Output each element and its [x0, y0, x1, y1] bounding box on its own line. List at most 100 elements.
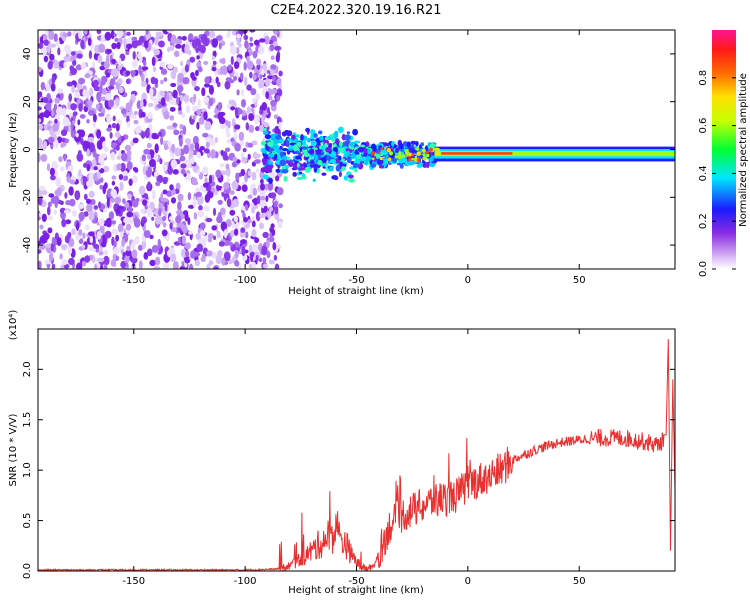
spectrogram-cell — [275, 175, 280, 182]
spectrogram-cell — [265, 195, 269, 202]
spectrogram-cell — [225, 219, 232, 228]
spectrogram-cell — [41, 213, 47, 222]
spectrogram-cell — [270, 223, 275, 229]
spectrogram-cell — [196, 169, 201, 175]
spectrogram-cell — [240, 239, 247, 245]
spectrogram-cell — [106, 127, 112, 132]
spectrogram-cell — [205, 141, 210, 148]
spectrogram-cell — [352, 162, 358, 169]
spectrogram-cell — [76, 262, 83, 269]
spectrogram-cell — [262, 257, 267, 264]
spectrogram-cell — [270, 99, 277, 107]
spectrogram-cell — [217, 111, 224, 121]
spectrogram-cell — [359, 156, 366, 162]
spectrogram-cell — [70, 128, 77, 139]
spectrogram-cell — [109, 197, 116, 203]
spectrogram-cell — [196, 55, 200, 60]
spectrogram-cell — [89, 142, 95, 153]
spectrogram-cell — [253, 114, 260, 124]
spectrogram-cell — [255, 168, 260, 173]
spectrogram-cell — [184, 44, 190, 55]
spectrogram-cell — [184, 138, 191, 145]
spectrogram-cell — [149, 87, 154, 97]
spectrogram-cell — [59, 166, 65, 172]
spectrogram-cell — [263, 205, 268, 213]
spectrogram-cell — [415, 141, 419, 147]
spectrogram-cell — [352, 153, 356, 159]
spectrogram-cell — [115, 97, 120, 106]
spectrogram-cell — [141, 73, 145, 82]
spectrogram-cell — [179, 123, 184, 130]
spectrogram-cell — [249, 71, 253, 79]
spectrogram-cell — [216, 230, 221, 239]
spectrogram-cell — [51, 75, 56, 84]
spectrogram-cell — [107, 99, 115, 108]
spectrogram-cell — [148, 158, 156, 168]
spectrogram-cell — [435, 151, 441, 156]
spectrogram-cell — [204, 76, 210, 84]
spectrogram-cell — [297, 158, 301, 162]
spectrogram-cell — [233, 61, 240, 69]
spectrogram-cell — [38, 249, 42, 254]
spectrogram-cell — [106, 197, 110, 208]
spectrogram-cell — [53, 209, 57, 216]
spectrogram-cell — [162, 222, 167, 228]
spectrogram-cell — [177, 201, 182, 211]
spectrogram-cell — [231, 180, 239, 191]
spectrogram-cell — [405, 151, 410, 156]
spectrogram-cell — [156, 104, 163, 109]
spectrogram-cell — [211, 67, 217, 72]
spectrogram-cell — [215, 76, 219, 84]
spectrogram-cell — [100, 34, 105, 43]
spectrogram-cell — [251, 220, 256, 228]
spectrogram-cell — [373, 155, 377, 163]
spectrogram-cell — [140, 80, 147, 88]
spectrogram-cell — [189, 263, 194, 269]
spectrogram-cell — [326, 155, 331, 161]
spectrogram-cell — [238, 131, 245, 141]
spectrogram-cell — [343, 175, 349, 181]
spectrogram-cell — [119, 231, 124, 238]
spectrogram-cell — [401, 154, 406, 159]
spectrogram-cell — [273, 200, 279, 207]
spectrogram-cell — [143, 60, 147, 67]
spectrogram-cell — [211, 38, 218, 48]
spectrogram-cell — [416, 147, 420, 151]
spectrogram-cell — [82, 89, 89, 98]
spectrogram-cell — [220, 66, 223, 76]
spectrogram-cell — [254, 126, 260, 132]
spectrogram-cell — [125, 102, 132, 112]
spectrogram-cell — [248, 244, 253, 253]
spectrogram-cell — [162, 263, 168, 269]
spectrogram-cell — [241, 246, 246, 257]
spectrogram-cell — [51, 263, 56, 269]
spectrogram-cell — [54, 97, 60, 104]
spectrogram-cell — [96, 104, 100, 111]
spectrogram-cell — [296, 162, 300, 168]
spectrogram-cell — [199, 146, 205, 151]
spectrogram-cell — [265, 91, 270, 100]
spectrogram-cell — [53, 103, 58, 111]
spectrogram-cell — [200, 112, 204, 119]
spectrogram-cell — [267, 181, 274, 191]
spectrogram-cell — [49, 53, 55, 61]
spectrogram-cell — [252, 74, 257, 81]
spectrogram-cell — [82, 175, 87, 186]
spectrogram-cell — [272, 145, 278, 150]
spectrogram-cell — [367, 148, 372, 155]
spectrogram-cell — [264, 78, 271, 87]
spectrogram-cell — [155, 181, 161, 187]
spectrogram-cell — [104, 98, 109, 109]
spectrogram-cell — [334, 130, 339, 137]
spectrogram-cell — [181, 35, 187, 41]
spectrogram-cell — [282, 148, 289, 152]
spectrogram-cell — [194, 259, 200, 267]
spectrogram-cell — [99, 136, 106, 143]
spectrogram-cell — [346, 131, 350, 135]
spectrogram-cell — [281, 131, 287, 137]
spectrogram-cell — [60, 142, 64, 148]
spectrogram-cell — [132, 138, 139, 144]
spectrogram-cell — [47, 206, 51, 216]
spectrogram-cell — [175, 39, 182, 45]
